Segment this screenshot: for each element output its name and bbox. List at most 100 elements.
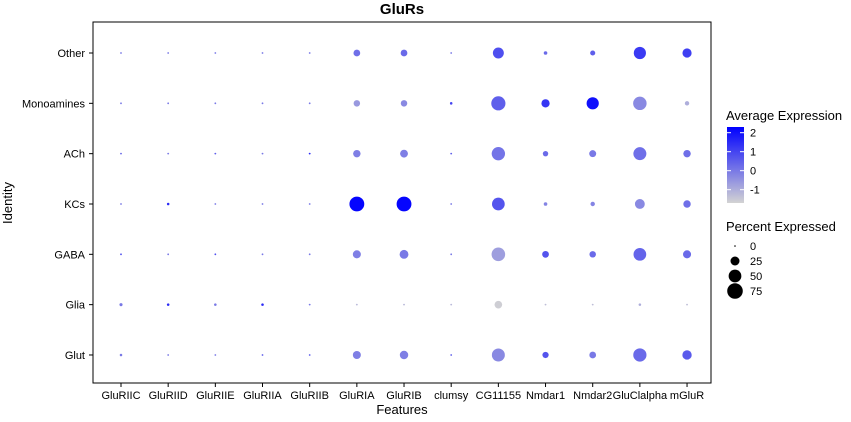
- dot-point: [308, 203, 311, 205]
- dot-point: [634, 199, 645, 209]
- dot-point: [633, 247, 647, 261]
- dot-point: [308, 303, 311, 306]
- dot-point: [491, 247, 506, 262]
- dot-point: [353, 149, 361, 158]
- dot-point: [400, 149, 408, 158]
- dot-point: [683, 250, 692, 259]
- x-tick-label: Nmdar1: [526, 390, 565, 402]
- dot-point: [400, 100, 408, 107]
- x-tick-label: GluRIIC: [101, 390, 140, 402]
- dot-point: [542, 150, 549, 157]
- x-tick-label: GluRIA: [339, 390, 375, 402]
- x-tick-label: Nmdar2: [573, 390, 612, 402]
- dot-point: [261, 253, 264, 256]
- dot-point: [120, 152, 122, 155]
- dot-point: [638, 303, 642, 306]
- dot-point: [684, 101, 690, 106]
- dot-point: [166, 202, 170, 206]
- dot-point: [586, 97, 599, 110]
- y-tick-label: Other: [57, 48, 85, 60]
- dot-point: [543, 51, 548, 55]
- dot-point: [308, 152, 311, 155]
- size-legend-dot: [727, 283, 743, 299]
- dot-point: [494, 300, 503, 309]
- color-legend-label: 2: [750, 128, 756, 140]
- dot-point: [683, 149, 691, 158]
- x-tick-label: GluRIID: [149, 390, 188, 402]
- dot-point: [119, 303, 123, 307]
- size-legend-label: 0: [750, 241, 756, 253]
- dot-point: [543, 202, 548, 206]
- dot-point: [491, 348, 505, 362]
- y-tick-label: ACh: [64, 149, 85, 161]
- y-tick-label: Monoamines: [22, 98, 85, 110]
- chart-title: GluRs: [380, 1, 424, 18]
- dot-point: [355, 303, 358, 306]
- dot-point: [396, 196, 412, 212]
- size-legend-title: Percent Expressed: [726, 219, 836, 234]
- x-tick-label: GluClalpha: [613, 390, 668, 402]
- y-axis: Other Monoamines ACh KCs GABA Glia Glut: [22, 48, 93, 362]
- dot-point: [261, 102, 264, 105]
- dot-point: [119, 353, 123, 357]
- dot-point: [633, 348, 647, 362]
- dot-point: [120, 203, 122, 205]
- color-legend: Average Expression 2 1 0 -1: [726, 108, 842, 203]
- x-tick-label: GluRIB: [386, 390, 421, 402]
- x-tick-label: mGluR: [670, 390, 704, 402]
- dot-point: [590, 50, 596, 56]
- dot-point: [492, 47, 504, 59]
- dot-point: [541, 99, 550, 108]
- dot-point: [403, 303, 405, 306]
- size-legend-dot: [734, 245, 736, 247]
- dot-point: [214, 102, 217, 105]
- dot-point: [450, 152, 453, 155]
- dot-point: [167, 354, 170, 356]
- dot-point: [589, 150, 597, 158]
- dot-point: [261, 203, 264, 205]
- size-legend-label: 25: [750, 256, 762, 268]
- dot-point: [400, 49, 408, 57]
- size-legend: Percent Expressed 0 25 50 75: [726, 219, 836, 299]
- size-legend-dot: [730, 256, 740, 266]
- dot-point: [353, 49, 361, 57]
- dot-point: [682, 48, 692, 58]
- dot-point: [399, 249, 409, 259]
- dot-point: [491, 146, 506, 161]
- dot-point: [682, 350, 692, 360]
- dot-point: [261, 52, 264, 54]
- dot-layer: [119, 46, 692, 362]
- dot-point: [167, 102, 170, 105]
- dot-point: [450, 354, 453, 356]
- y-axis-title: Identity: [0, 182, 15, 224]
- dot-point: [633, 46, 646, 60]
- dot-point: [167, 52, 170, 54]
- dot-point: [352, 250, 361, 259]
- dot-point: [542, 250, 549, 258]
- dot-point: [308, 102, 311, 105]
- dot-point: [214, 253, 217, 256]
- y-tick-label: GABA: [54, 249, 85, 261]
- dot-point: [491, 96, 506, 111]
- dot-point: [544, 303, 547, 306]
- x-tick-label: GluRIIB: [290, 390, 329, 402]
- dot-point: [450, 52, 453, 54]
- dot-point: [308, 52, 311, 54]
- dot-point: [683, 200, 691, 208]
- color-legend-title: Average Expression: [726, 108, 842, 123]
- dot-point: [167, 253, 170, 256]
- dot-point: [120, 52, 122, 54]
- color-legend-label: 0: [750, 166, 756, 178]
- dot-point: [214, 52, 217, 54]
- size-legend-label: 75: [750, 286, 762, 298]
- dot-point: [261, 152, 264, 155]
- dot-point: [633, 96, 647, 111]
- dot-point: [686, 303, 688, 306]
- x-tick-label: clumsy: [434, 390, 469, 402]
- dot-point: [308, 354, 311, 356]
- size-legend-label: 50: [750, 271, 762, 283]
- dot-point: [214, 303, 217, 306]
- dot-point: [352, 350, 361, 360]
- x-tick-label: CG11155: [476, 390, 521, 402]
